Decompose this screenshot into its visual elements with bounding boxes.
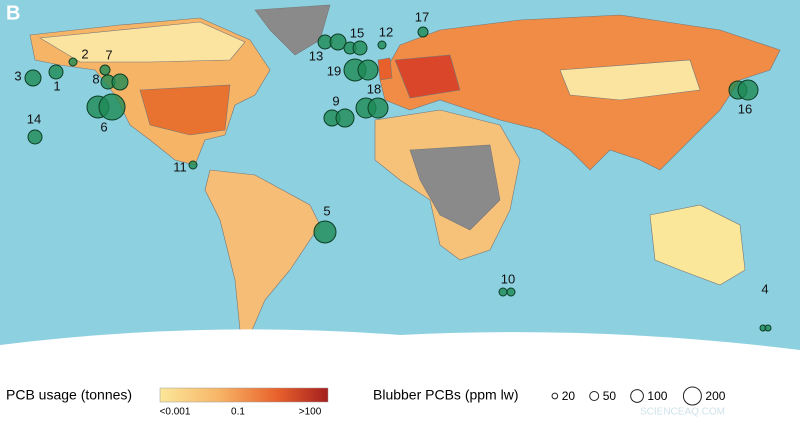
usage-label: <0.001 <box>160 407 191 418</box>
site-marker <box>188 160 198 170</box>
usage-label: 0.1 <box>231 407 245 418</box>
site-label: 15 <box>350 25 364 40</box>
us-east <box>139 84 231 136</box>
size-legend-circle <box>551 392 559 400</box>
site-label: 9 <box>332 93 339 108</box>
australia <box>649 204 746 286</box>
blubber-title: Blubber PCBs (ppm lw) <box>373 387 519 403</box>
site-marker <box>498 287 508 297</box>
usage-colorbar <box>159 387 329 403</box>
site-marker <box>417 26 429 38</box>
size-legend-circle <box>682 386 702 406</box>
size-legend-circle <box>589 391 600 401</box>
site-marker <box>764 324 772 332</box>
site-marker <box>329 33 347 51</box>
site-marker <box>48 64 64 80</box>
site-marker <box>335 108 355 128</box>
site-marker <box>367 97 389 119</box>
size-legend-label: 50 <box>603 389 617 403</box>
site-label: 3 <box>14 68 21 83</box>
site-label: 2 <box>81 46 88 61</box>
site-marker <box>98 93 126 121</box>
site-marker <box>27 129 43 145</box>
site-marker <box>313 220 337 244</box>
site-label: 6 <box>100 119 107 134</box>
site-label: 13 <box>309 48 323 63</box>
site-label: 16 <box>738 101 752 116</box>
size-legend-circle <box>630 389 644 403</box>
site-label: 5 <box>323 203 330 218</box>
central-asia <box>559 59 701 101</box>
panel-label: B <box>6 2 20 24</box>
site-label: 18 <box>367 81 381 96</box>
north-america-north <box>39 21 246 63</box>
land <box>0 4 800 385</box>
europe <box>394 54 461 99</box>
south-america <box>204 169 321 336</box>
uk <box>377 57 393 81</box>
usage-label: >100 <box>299 407 322 418</box>
site-marker <box>99 64 111 76</box>
site-marker <box>506 287 516 297</box>
site-label: 4 <box>761 281 768 296</box>
site-label: 17 <box>415 9 429 24</box>
site-marker <box>377 40 387 50</box>
site-marker <box>737 79 759 101</box>
site-label: 10 <box>501 271 515 286</box>
size-legend-label: 20 <box>562 389 576 403</box>
site-label: 14 <box>27 111 41 126</box>
site-marker <box>352 40 368 56</box>
site-label: 19 <box>327 63 341 78</box>
legend-bg <box>0 385 800 421</box>
site-label: 11 <box>173 159 187 174</box>
usage-title: PCB usage (tonnes) <box>6 387 132 403</box>
size-legend-label: 100 <box>647 389 667 403</box>
site-label: 12 <box>379 24 393 39</box>
greenland <box>254 4 331 56</box>
antarctica <box>0 329 800 385</box>
site-label: 1 <box>53 78 60 93</box>
watermark: SCIENCEAQ.COM <box>640 407 725 418</box>
site-marker <box>24 69 42 87</box>
site-marker <box>357 59 379 81</box>
size-legend-label: 200 <box>705 389 725 403</box>
africa-no-data <box>409 144 501 231</box>
site-label: 7 <box>105 47 112 62</box>
site-marker <box>111 73 129 91</box>
site-label: 8 <box>92 71 99 86</box>
site-marker <box>68 57 78 67</box>
